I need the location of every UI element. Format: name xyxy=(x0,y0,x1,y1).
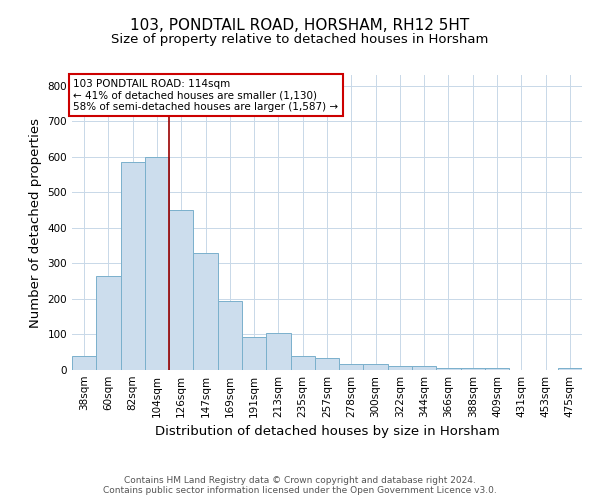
Bar xyxy=(461,368,485,370)
Bar xyxy=(558,368,582,370)
Bar xyxy=(96,276,121,370)
Bar xyxy=(364,364,388,370)
Bar xyxy=(266,334,290,370)
X-axis label: Distribution of detached houses by size in Horsham: Distribution of detached houses by size … xyxy=(155,426,499,438)
Bar xyxy=(290,356,315,370)
Bar xyxy=(145,156,169,370)
Bar xyxy=(72,356,96,370)
Bar xyxy=(242,337,266,370)
Bar xyxy=(436,368,461,370)
Bar xyxy=(412,366,436,370)
Text: Size of property relative to detached houses in Horsham: Size of property relative to detached ho… xyxy=(112,32,488,46)
Bar xyxy=(218,300,242,370)
Bar xyxy=(339,364,364,370)
Bar xyxy=(193,252,218,370)
Bar xyxy=(485,368,509,370)
Text: 103 PONDTAIL ROAD: 114sqm
← 41% of detached houses are smaller (1,130)
58% of se: 103 PONDTAIL ROAD: 114sqm ← 41% of detac… xyxy=(73,78,338,112)
Bar xyxy=(388,366,412,370)
Text: 103, PONDTAIL ROAD, HORSHAM, RH12 5HT: 103, PONDTAIL ROAD, HORSHAM, RH12 5HT xyxy=(130,18,470,32)
Y-axis label: Number of detached properties: Number of detached properties xyxy=(29,118,42,328)
Bar xyxy=(169,210,193,370)
Text: Contains HM Land Registry data © Crown copyright and database right 2024.
Contai: Contains HM Land Registry data © Crown c… xyxy=(103,476,497,495)
Bar xyxy=(315,358,339,370)
Bar xyxy=(121,162,145,370)
